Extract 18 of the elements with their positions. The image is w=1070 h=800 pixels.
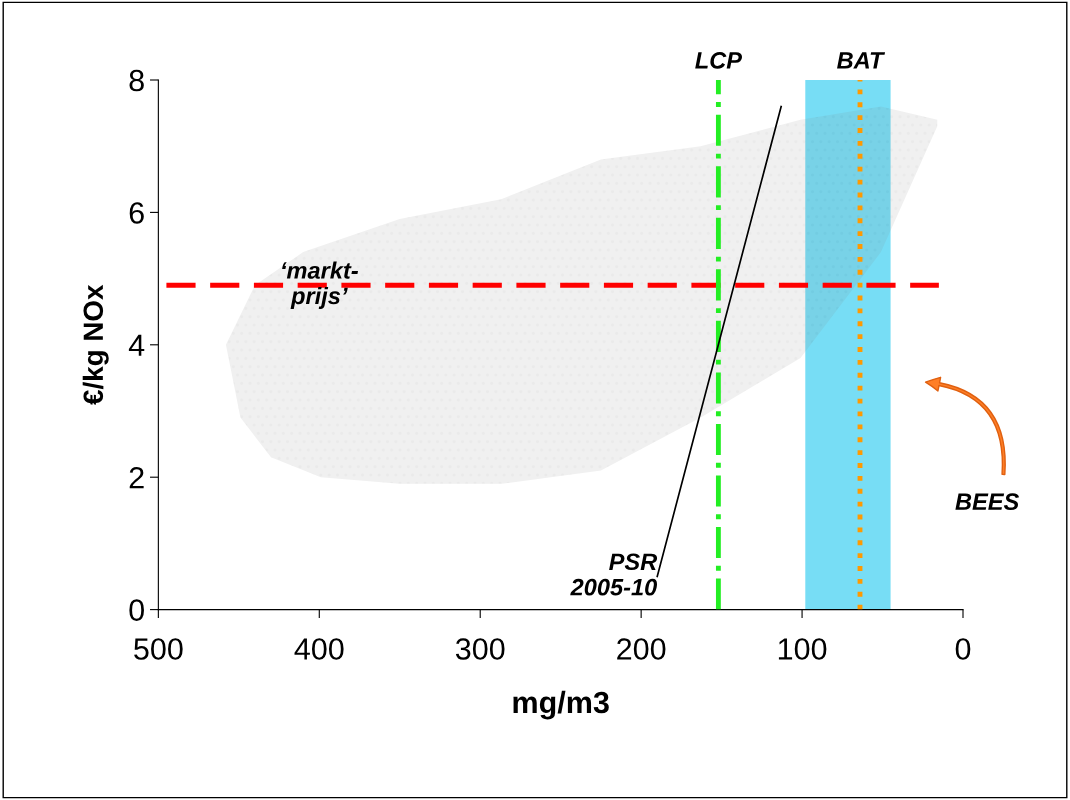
x-tick-label: 100 (778, 638, 827, 660)
x-axis-title: mg/m3 (513, 690, 609, 720)
y-axis-title: €/kg NOx (82, 284, 109, 405)
annotation: BEES (955, 493, 1020, 511)
y-tick-label: 2 (129, 466, 144, 489)
x-tick-label: 200 (617, 638, 666, 660)
ref-line-label: LCP (695, 51, 743, 69)
y-tick-label: 8 (129, 69, 144, 92)
series-label: PSR 2005-10 (570, 553, 658, 596)
ref-line-label: ‘markt- prijs’ (282, 261, 358, 309)
y-tick-label: 4 (128, 334, 145, 356)
x-tick-label: 400 (294, 638, 344, 660)
x-tick-label: 300 (455, 638, 505, 660)
ref-line-label: BAT (837, 52, 886, 69)
y-tick-label: 6 (129, 202, 144, 224)
x-tick-label: 500 (134, 638, 183, 660)
x-tick-label: 0 (955, 638, 971, 660)
y-tick-label: 0 (129, 599, 144, 621)
